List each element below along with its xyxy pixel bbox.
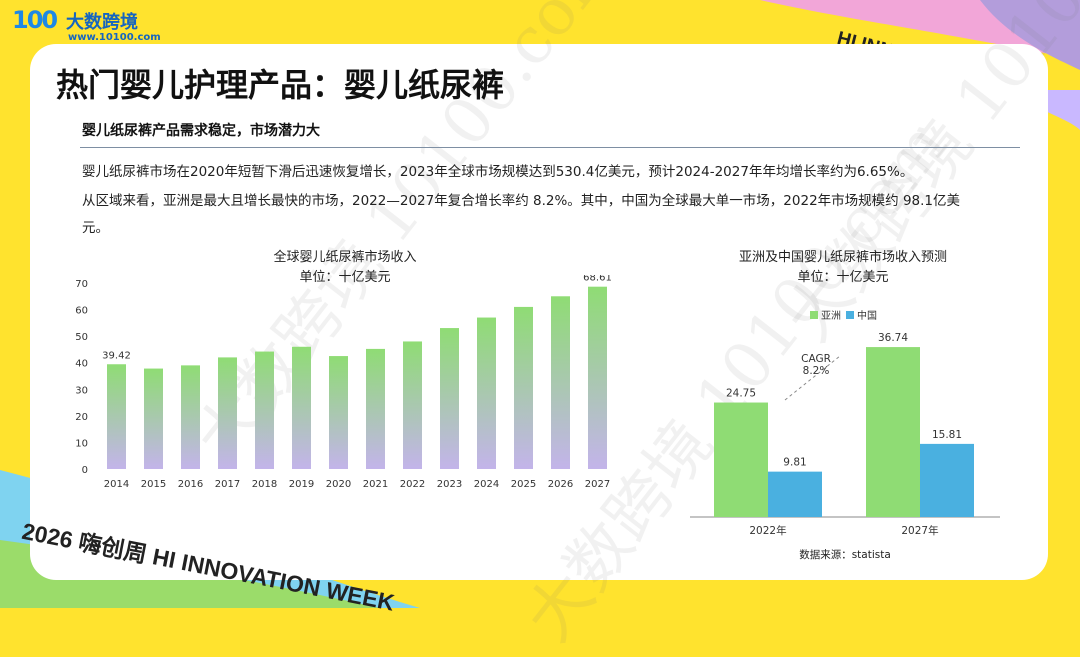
bar-2023 <box>440 328 459 469</box>
paragraph-line: 婴儿纸尿裤市场在2020年短暂下滑后迅速恢复增长，2023年全球市场规模达到53… <box>82 164 914 180</box>
y-tick-label: 50 <box>75 332 88 343</box>
bar-2024 <box>477 317 496 469</box>
data-label: 39.42 <box>102 350 131 361</box>
y-tick-label: 70 <box>75 279 88 290</box>
section-subtitle: 婴儿纸尿裤产品需求稳定，市场潜力大 <box>82 123 320 139</box>
legend-swatch <box>846 311 854 319</box>
x-tick-label: 2020 <box>326 479 351 490</box>
legend-label: 亚洲 <box>821 310 841 322</box>
y-tick-label: 20 <box>75 412 88 423</box>
divider <box>80 147 1020 148</box>
bar-2025 <box>514 306 533 469</box>
bar-2026 <box>551 296 570 469</box>
y-tick-label: 60 <box>75 306 88 317</box>
y-tick-label: 30 <box>75 385 88 396</box>
page-title: 热门婴儿护理产品：婴儿纸尿裤 <box>56 66 505 104</box>
bar-2016 <box>181 365 200 469</box>
y-tick-label: 10 <box>75 438 88 449</box>
x-tick-label: 2022年 <box>749 524 786 537</box>
bar-2022 <box>403 341 422 469</box>
data-label: 68.61 <box>583 275 612 284</box>
bar-2014 <box>107 364 126 469</box>
x-tick-label: 2017 <box>215 479 240 490</box>
x-tick-label: 2024 <box>474 479 499 490</box>
bar-中国-2022年 <box>768 471 822 517</box>
bar-2019 <box>292 346 311 469</box>
bar-2021 <box>366 348 385 469</box>
x-tick-label: 2016 <box>178 479 203 490</box>
chart2-unit: 单位：十亿美元 <box>797 270 889 285</box>
bar-2018 <box>255 351 274 469</box>
x-tick-label: 2015 <box>141 479 166 490</box>
paragraph-line: 元。 <box>82 220 109 236</box>
source-note: 数据来源：statista <box>799 548 891 561</box>
asia-china-chart: 亚洲 中国 24.75 9.81 36.74 15.81 2022年 2027年 CAGR… <box>690 309 1000 561</box>
x-tick-label: 2027年 <box>901 524 938 537</box>
paragraph-line: 从区域来看，亚洲是最大且增长最快的市场，2022—2027年复合增长率约 8.2… <box>82 193 961 209</box>
global-revenue-chart: 0 10 20 30 40 50 60 70 2014 2015 2016 2017 2018 2019… <box>75 275 612 490</box>
x-tick-label: 2023 <box>437 479 462 490</box>
cagr-label: CAGR <box>801 353 831 365</box>
data-label: 9.81 <box>783 457 806 469</box>
x-tick-label: 2014 <box>104 479 129 490</box>
chart2-title: 亚洲及中国婴儿纸尿裤市场收入预测 <box>738 250 947 265</box>
legend-swatch <box>810 311 818 319</box>
chart1-unit: 单位：十亿美元 <box>299 270 391 285</box>
bar-2015 <box>144 368 163 469</box>
data-label: 24.75 <box>726 388 756 400</box>
x-tick-label: 2027 <box>585 479 610 490</box>
x-tick-label: 2026 <box>548 479 573 490</box>
bar-2020 <box>329 356 348 469</box>
cagr-value: 8.2% <box>803 365 830 377</box>
bar-亚洲-2022年 <box>714 402 768 517</box>
bar-2017 <box>218 357 237 469</box>
bar-中国-2027年 <box>920 443 974 517</box>
logo-mark-icon: 100 <box>12 6 58 34</box>
chart1-title: 全球婴儿纸尿裤市场收入 <box>273 250 417 265</box>
legend-label: 中国 <box>857 309 877 322</box>
logo-name: 大数跨境 <box>66 12 138 33</box>
x-tick-label: 2022 <box>400 479 425 490</box>
x-tick-label: 2025 <box>511 479 536 490</box>
x-tick-label: 2019 <box>289 479 314 490</box>
logo-url: www.10100.com <box>68 32 161 43</box>
x-tick-label: 2021 <box>363 479 388 490</box>
y-tick-label: 0 <box>82 465 88 476</box>
y-tick-label: 40 <box>75 359 88 370</box>
data-label: 15.81 <box>932 429 962 441</box>
bar-2027 <box>588 286 607 469</box>
bar-亚洲-2027年 <box>866 347 920 517</box>
data-label: 36.74 <box>878 332 908 344</box>
x-tick-label: 2018 <box>252 479 277 490</box>
